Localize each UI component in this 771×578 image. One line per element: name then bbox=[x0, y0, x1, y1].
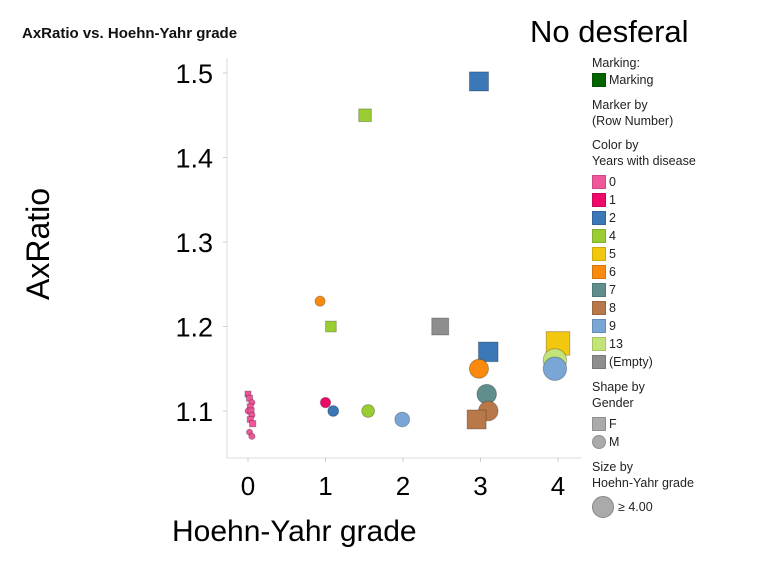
color-swatch bbox=[592, 319, 606, 333]
x-tick-label: 1 bbox=[318, 471, 332, 501]
legend-color-label: 6 bbox=[609, 265, 616, 279]
legend-marker-sub: (Row Number) bbox=[592, 114, 674, 128]
color-swatch bbox=[592, 355, 606, 369]
legend-color-label: 8 bbox=[609, 301, 616, 315]
legend-color-label: 13 bbox=[609, 337, 623, 351]
circle-shape-icon bbox=[592, 435, 606, 449]
square-shape-icon bbox=[592, 417, 606, 431]
color-swatch bbox=[592, 301, 606, 315]
data-point-circle bbox=[314, 295, 326, 307]
legend-color-label: 0 bbox=[609, 175, 616, 189]
x-tick-label: 3 bbox=[473, 471, 487, 501]
data-point-circle bbox=[319, 396, 332, 409]
legend-color-item[interactable]: 2 bbox=[592, 209, 696, 227]
legend-size-title: Size by bbox=[592, 460, 633, 474]
y-tick-label: 1.2 bbox=[175, 313, 213, 343]
color-swatch bbox=[592, 229, 606, 243]
data-point-circle bbox=[468, 358, 490, 379]
data-point-circle bbox=[327, 405, 340, 417]
legend: Marking: Marking Marker by (Row Number) … bbox=[592, 55, 696, 519]
y-tick-label: 1.5 bbox=[175, 59, 213, 89]
data-point-circle bbox=[361, 404, 376, 418]
legend-shape-title: Shape by bbox=[592, 380, 645, 394]
legend-color-label: 5 bbox=[609, 247, 616, 261]
legend-shape-f-label: F bbox=[609, 417, 617, 431]
x-tick-label: 0 bbox=[241, 471, 255, 501]
x-tick-label: 4 bbox=[551, 471, 565, 501]
legend-color-sub: Years with disease bbox=[592, 154, 696, 168]
color-swatch bbox=[592, 193, 606, 207]
legend-color-label: 2 bbox=[609, 211, 616, 225]
data-point-square bbox=[477, 341, 499, 363]
chart-title: AxRatio vs. Hoehn-Yahr grade bbox=[22, 25, 238, 42]
legend-marking[interactable]: Marking bbox=[592, 71, 696, 89]
legend-color-label: 1 bbox=[609, 193, 616, 207]
legend-shape-m[interactable]: M bbox=[592, 433, 696, 451]
color-swatch bbox=[592, 175, 606, 189]
legend-color-label: (Empty) bbox=[609, 355, 653, 369]
color-swatch bbox=[592, 283, 606, 297]
y-tick-label: 1.1 bbox=[175, 397, 213, 427]
y-tick-label: 1.4 bbox=[175, 144, 213, 174]
legend-color-item[interactable]: 1 bbox=[592, 191, 696, 209]
y-tick-label: 1.3 bbox=[175, 228, 213, 258]
data-point-square bbox=[325, 320, 337, 333]
legend-size: ≥ 4.00 bbox=[592, 495, 696, 519]
legend-color-title: Color by bbox=[592, 138, 639, 152]
color-swatch bbox=[592, 247, 606, 261]
legend-marking-label: Marking bbox=[609, 73, 654, 87]
legend-color-label: 4 bbox=[609, 229, 616, 243]
data-point-circle bbox=[542, 356, 568, 381]
legend-size-label: ≥ 4.00 bbox=[618, 500, 653, 514]
data-point-square bbox=[466, 409, 487, 430]
marking-swatch bbox=[592, 73, 606, 87]
data-point-circle bbox=[248, 432, 256, 440]
data-point-square bbox=[468, 71, 490, 92]
size-circle-icon bbox=[592, 496, 614, 518]
legend-color-item[interactable]: 13 bbox=[592, 335, 696, 353]
legend-marking-title: Marking: bbox=[592, 56, 640, 70]
color-swatch bbox=[592, 211, 606, 225]
data-point-circle bbox=[394, 411, 411, 428]
legend-color-item[interactable]: 8 bbox=[592, 299, 696, 317]
color-swatch bbox=[592, 265, 606, 279]
data-point-square bbox=[431, 317, 450, 336]
legend-marker-title: Marker by bbox=[592, 98, 648, 112]
chart-subtitle: No desferal bbox=[530, 14, 689, 49]
data-point-square bbox=[249, 420, 257, 428]
legend-shape-sub: Gender bbox=[592, 396, 634, 410]
legend-shape-f[interactable]: F bbox=[592, 415, 696, 433]
legend-color-item[interactable]: 5 bbox=[592, 245, 696, 263]
legend-color-item[interactable]: 4 bbox=[592, 227, 696, 245]
legend-color-item[interactable]: (Empty) bbox=[592, 353, 696, 371]
x-tick-label: 2 bbox=[396, 471, 410, 501]
legend-size-sub: Hoehn-Yahr grade bbox=[592, 476, 694, 490]
legend-color-label: 7 bbox=[609, 283, 616, 297]
legend-color-item[interactable]: 7 bbox=[592, 281, 696, 299]
data-point-square bbox=[358, 108, 372, 123]
legend-color-item[interactable]: 6 bbox=[592, 263, 696, 281]
color-swatch bbox=[592, 337, 606, 351]
legend-color-label: 9 bbox=[609, 319, 616, 333]
legend-shape-m-label: M bbox=[609, 435, 620, 449]
legend-color-item[interactable]: 9 bbox=[592, 317, 696, 335]
x-axis-label: Hoehn-Yahr grade bbox=[172, 515, 417, 548]
legend-color-item[interactable]: 0 bbox=[592, 173, 696, 191]
